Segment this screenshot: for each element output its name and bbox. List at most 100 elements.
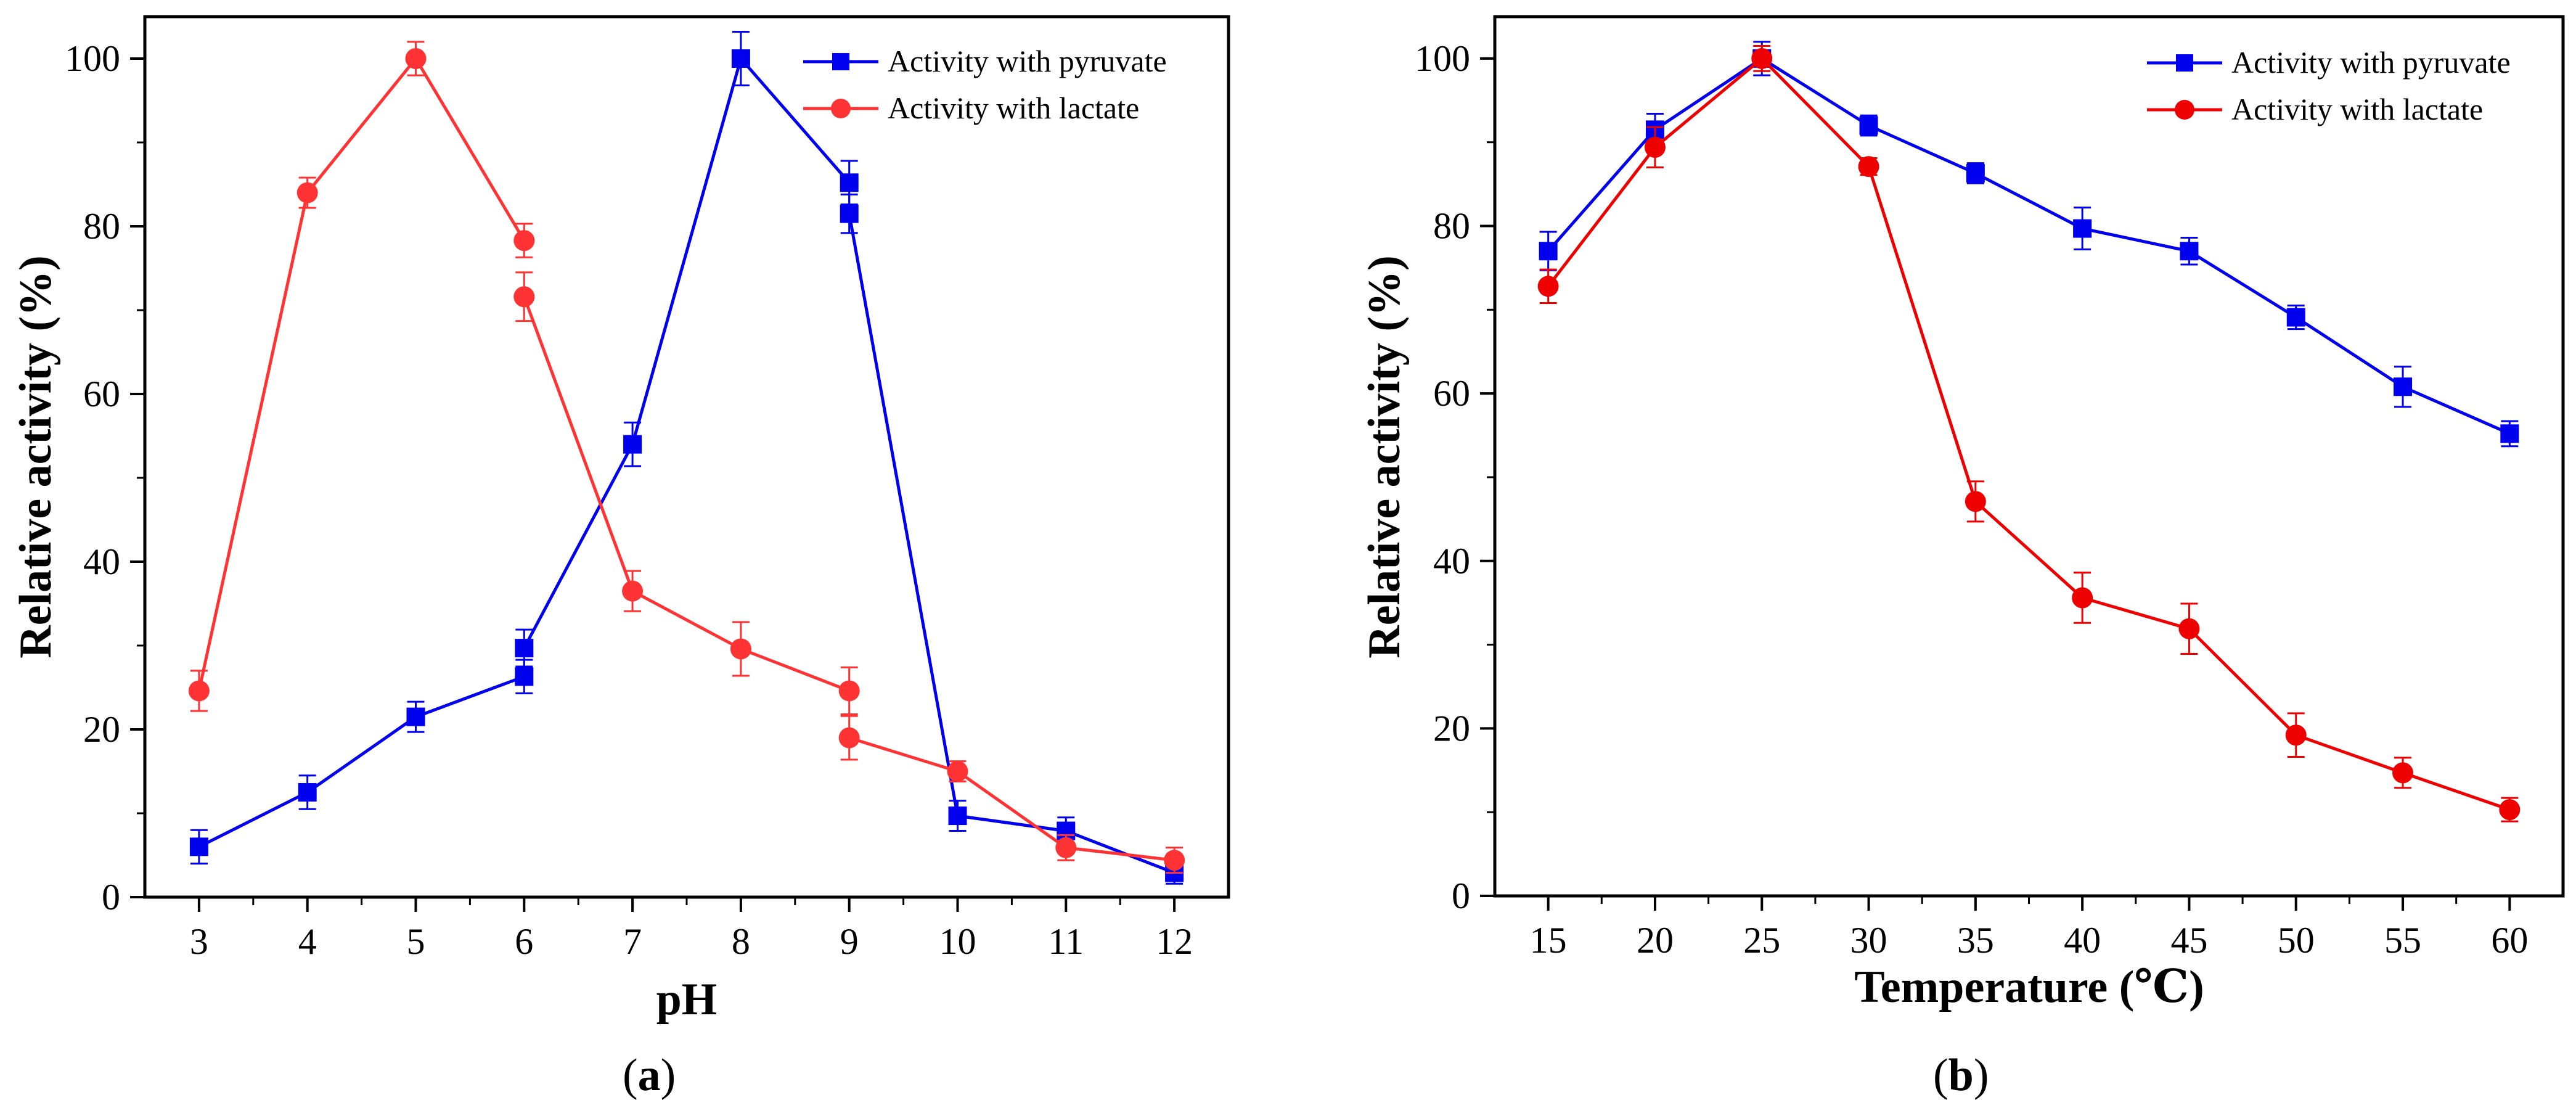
y-tick-label-b: 100 <box>1415 38 1470 79</box>
x-tick-label-b: 45 <box>2170 920 2207 961</box>
x-tick-label-a: 5 <box>407 921 425 962</box>
x-tick-label-b: 50 <box>2278 920 2315 961</box>
panel-label-b: (b) <box>1933 1050 1989 1101</box>
data-point-pyruvate-b <box>2073 219 2092 238</box>
series-line-pyruvate-a <box>848 213 1176 874</box>
x-tick-label-b: 55 <box>2384 920 2421 961</box>
data-point-lactate-b <box>2499 799 2521 821</box>
x-tick-label-a: 3 <box>190 921 208 962</box>
data-point-lactate-b <box>1858 156 1879 178</box>
x-tick-label-a: 9 <box>840 921 859 962</box>
x-ticks-b: 15 20 25 30 35 40 45 50 55 60 <box>1530 896 2528 961</box>
x-tick-label-a: 10 <box>939 921 976 962</box>
series-line-pyruvate-a <box>523 55 851 649</box>
y-tick-label-b: 80 <box>1433 206 1470 247</box>
legend-marker-lactate-b <box>2175 100 2194 120</box>
data-point-pyruvate-a <box>840 204 859 223</box>
y-tick-label-a: 60 <box>83 374 120 414</box>
x-tick-label-a: 7 <box>623 921 642 962</box>
data-point-pyruvate-b <box>1859 116 1878 135</box>
legend-label-lactate-a: Activity with lactate <box>888 91 1139 125</box>
legend-marker-pyruvate-b <box>2176 54 2193 72</box>
data-point-pyruvate-a <box>623 435 642 454</box>
x-tick-label-b: 35 <box>1957 920 1994 961</box>
data-point-lactate-b <box>1751 47 1773 69</box>
panel-label-a: (a) <box>623 1050 676 1101</box>
data-point-lactate-b <box>1644 136 1666 158</box>
data-point-lactate-b <box>2392 762 2414 784</box>
y-axis-title-b: Relative activity (%) <box>1359 255 1410 658</box>
x-tick-label-a: 8 <box>732 921 750 962</box>
data-point-lactate-b <box>2285 724 2307 746</box>
plot-frame-a <box>143 15 1230 899</box>
series-line-lactate-a <box>197 55 526 691</box>
panel-a: 0 20 40 60 80 100 3 4 5 6 7 8 9 10 11 12 Relative acti… <box>10 15 1230 1101</box>
x-tick-label-a: 4 <box>298 921 317 962</box>
data-point-pyruvate-a <box>840 173 859 192</box>
data-point-pyruvate-b <box>2286 308 2305 327</box>
legend-marker-lactate-a <box>831 99 851 118</box>
data-point-lactate-a <box>838 727 860 749</box>
data-point-pyruvate-b <box>1966 163 1985 183</box>
x-tick-label-b: 60 <box>2491 920 2528 961</box>
y-ticks-b: 0 20 40 60 80 100 <box>1415 38 1495 916</box>
data-point-pyruvate-b <box>2500 424 2519 443</box>
data-point-lactate-a <box>730 638 751 660</box>
y-tick-label-b: 0 <box>1452 876 1470 916</box>
x-ticks-a: 3 4 5 6 7 8 9 10 11 12 <box>190 897 1193 962</box>
data-point-pyruvate-a <box>406 707 425 726</box>
data-point-lactate-a <box>622 580 644 602</box>
data-point-lactate-b <box>2072 587 2093 609</box>
data-point-lactate-a <box>296 182 318 203</box>
legend-b: Activity with pyruvate Activity with lac… <box>2147 45 2511 126</box>
x-tick-label-a: 6 <box>515 921 533 962</box>
y-tick-label-a: 80 <box>83 206 120 247</box>
data-point-lactate-a <box>405 48 427 69</box>
series-layer-a <box>188 30 1185 885</box>
data-point-pyruvate-a <box>298 783 317 802</box>
data-point-pyruvate-a <box>515 639 534 658</box>
data-point-lactate-a <box>513 230 535 252</box>
series-layer-b <box>1537 41 2521 823</box>
x-axis-title-b: Temperature (℃) <box>1854 962 2204 1012</box>
series-line-lactate-a <box>522 296 850 692</box>
series-line-lactate-b <box>1547 56 2511 811</box>
y-tick-label-a: 40 <box>83 541 120 582</box>
data-point-pyruvate-b <box>2394 377 2413 396</box>
data-point-pyruvate-b <box>2180 242 2199 261</box>
x-tick-label-b: 40 <box>2064 920 2101 961</box>
data-point-lactate-a <box>1055 837 1077 858</box>
series-line-pyruvate-b <box>1547 56 2511 435</box>
data-point-pyruvate-a <box>948 806 967 826</box>
y-tick-label-b: 40 <box>1433 541 1470 581</box>
series-line-lactate-a <box>848 736 1175 862</box>
data-point-lactate-b <box>1965 491 1986 512</box>
legend-label-pyruvate-a: Activity with pyruvate <box>888 44 1167 78</box>
data-point-lactate-a <box>947 761 968 782</box>
x-tick-label-b: 15 <box>1530 920 1567 961</box>
x-tick-label-a: 12 <box>1156 921 1193 962</box>
x-tick-label-b: 20 <box>1637 920 1674 961</box>
x-tick-label-a: 11 <box>1048 921 1084 962</box>
data-point-pyruvate-a <box>731 49 750 68</box>
data-point-lactate-a <box>1164 850 1185 871</box>
x-axis-title-a: pH <box>656 974 718 1025</box>
panel-b: 0 20 40 60 80 100 15 20 25 30 35 40 45 50 55 60 Relati… <box>1359 15 2565 1101</box>
data-point-pyruvate-a <box>189 837 208 856</box>
data-point-lactate-b <box>1537 276 1559 297</box>
y-tick-label-a: 0 <box>102 877 120 917</box>
series-line-pyruvate-a <box>198 675 525 848</box>
legend-marker-pyruvate-a <box>832 53 849 70</box>
legend-label-lactate-b: Activity with lactate <box>2231 92 2483 126</box>
y-ticks-a: 0 20 40 60 80 100 <box>65 38 145 917</box>
data-point-lactate-b <box>2178 618 2200 639</box>
x-tick-label-b: 30 <box>1850 920 1887 961</box>
y-tick-label-b: 20 <box>1433 708 1470 749</box>
legend-label-pyruvate-b: Activity with pyruvate <box>2231 45 2511 80</box>
y-axis-title-a: Relative activity (%) <box>10 255 61 658</box>
data-point-pyruvate-a <box>515 667 534 686</box>
data-point-lactate-a <box>188 680 210 702</box>
x-tick-label-b: 25 <box>1743 920 1780 961</box>
data-point-lactate-a <box>838 680 860 702</box>
